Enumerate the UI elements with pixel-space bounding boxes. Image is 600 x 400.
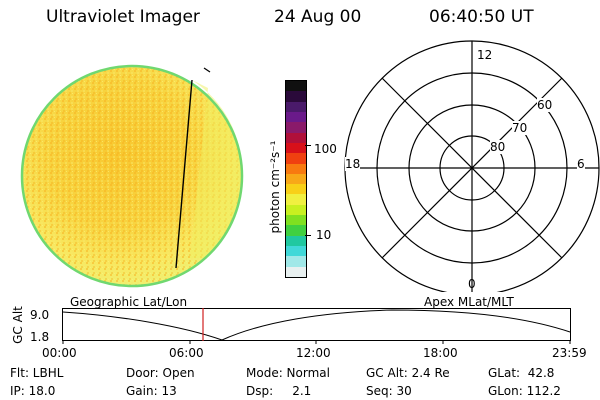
colorbar-swatch: [286, 246, 306, 257]
info-seq: Seq: 30: [366, 384, 412, 398]
colorbar: [285, 80, 307, 278]
polar-ring-label-60: 60: [537, 98, 553, 112]
colorbar-tick-100: 100: [314, 142, 337, 156]
colorbar-unit-label: photon cm⁻²s⁻¹: [268, 140, 282, 234]
timeline-plot: [62, 308, 571, 344]
timeline-x-tick-1200: 12:00: [296, 346, 331, 360]
timeline-x-tick-0600: 06:00: [169, 346, 204, 360]
colorbar-swatch: [286, 225, 306, 236]
info-dsp: Dsp: 2.1: [246, 384, 312, 398]
timeline-x-tick-2359: 23:59: [552, 346, 587, 360]
colorbar-swatch: [286, 215, 306, 226]
info-mode: Mode: Normal: [246, 366, 330, 380]
colorbar-swatch: [286, 122, 306, 133]
polar-label-18: 18: [345, 157, 361, 171]
colorbar-swatch: [286, 91, 306, 102]
info-flt: Flt: LBHL: [10, 366, 64, 380]
colorbar-swatch: [286, 256, 306, 267]
timeline-x-tick-1800: 18:00: [423, 346, 458, 360]
colorbar-swatch: [286, 235, 306, 246]
timeline-frame: [62, 308, 571, 341]
timeline-left-caption: Geographic Lat/Lon: [70, 295, 188, 309]
time-label: 06:40:50 UT: [429, 7, 534, 27]
instrument-title: Ultraviolet Imager: [46, 7, 200, 27]
uv-image-panel: [20, 64, 244, 288]
timeline-y-axis-label: GC Alt: [11, 306, 25, 344]
info-door: Door: Open: [126, 366, 195, 380]
colorbar-swatch: [286, 204, 306, 216]
altitude-curve: [62, 309, 571, 341]
colorbar-swatch: [286, 101, 306, 112]
date-label: 24 Aug 00: [274, 7, 362, 27]
timeline-y-tick-1-8: 1.8: [30, 330, 50, 344]
colorbar-swatch: [286, 194, 306, 205]
timeline-x-tick-0000: 00:00: [42, 346, 77, 360]
timeline-right-caption: Apex MLat/MLT: [424, 295, 514, 309]
colorbar-swatch: [286, 111, 306, 123]
terminator-line: [175, 79, 193, 269]
colorbar-swatch: [286, 153, 306, 164]
info-gain: Gain: 13: [126, 384, 177, 398]
info-gc-alt: GC Alt: 2.4 Re: [366, 366, 450, 380]
colorbar-tick-10: 10: [316, 228, 332, 242]
colorbar-swatch: [286, 184, 306, 195]
polar-ring-label-80: 80: [490, 140, 506, 154]
info-glon: GLon: 112.2: [488, 384, 561, 398]
disk-limb: [20, 64, 244, 288]
colorbar-swatch: [286, 81, 306, 92]
polar-label-12: 12: [476, 48, 494, 62]
colorbar-swatch: [286, 142, 306, 154]
colorbar-swatch: [286, 163, 306, 174]
polar-plot: [344, 40, 600, 292]
polar-label-6: 6: [577, 157, 585, 171]
polar-ring-label-70: 70: [512, 121, 528, 135]
info-ip: IP: 18.0: [10, 384, 56, 398]
colorbar-swatch: [286, 173, 306, 185]
info-glat: GLat: 42.8: [488, 366, 555, 380]
colorbar-swatch: [286, 266, 306, 277]
polar-label-0: 0: [468, 277, 476, 291]
timeline-y-tick-9: 9.0: [30, 308, 50, 322]
colorbar-swatch: [286, 132, 306, 143]
